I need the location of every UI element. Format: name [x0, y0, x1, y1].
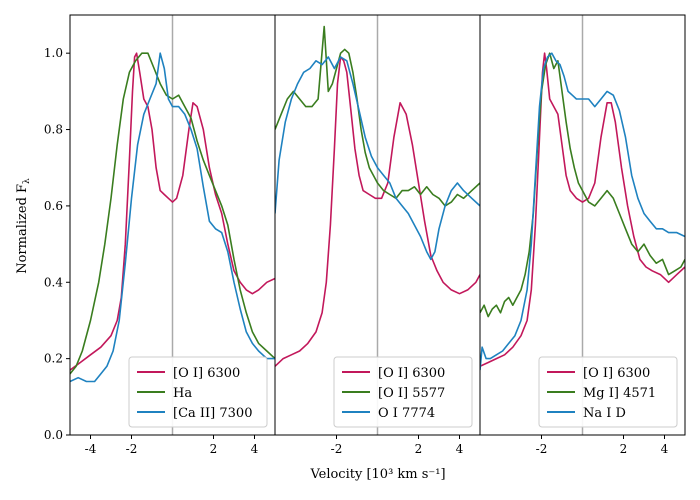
x-tick-label: 2	[210, 442, 218, 456]
series-line-1-0	[275, 56, 480, 367]
y-tick-label: 0.6	[44, 199, 63, 213]
legend-entry: [O I] 6300	[173, 366, 240, 381]
y-tick-label: 0.2	[44, 352, 63, 366]
series-line-2-2	[480, 52, 685, 371]
legend-box	[333, 356, 473, 428]
series-group	[70, 52, 275, 383]
series-line-0-2	[70, 52, 275, 383]
series-group	[480, 52, 685, 371]
y-axis-label-subscript: λ	[22, 178, 32, 184]
x-axis-label: Velocity [10³ km s⁻¹]	[309, 467, 445, 482]
series-group	[275, 25, 480, 367]
series-line-2-1	[480, 52, 685, 318]
legend-entry: [O I] 5577	[378, 386, 445, 401]
legend-entry: O I 7774	[378, 406, 435, 421]
y-axis-label-main: Normalized F	[15, 184, 30, 274]
y-tick-label: 0.8	[44, 123, 63, 137]
panel-left: -4 -2 2 4 0.0 0.2 0.4 0.6 0.8 1.0 [O I] 6300 Ha [Ca …	[44, 14, 276, 456]
panel-middle: -2 2 4 [O I] 6300 [O I] 5577 O I 7774	[274, 14, 481, 456]
series-line-0-1	[70, 52, 275, 375]
series-line-1-1	[275, 25, 480, 207]
legend-entry: [Ca II] 7300	[173, 406, 252, 421]
x-tick-label: 4	[251, 442, 259, 456]
y-axis-label: Normalized Fλ	[15, 178, 32, 274]
x-tick-label: -2	[536, 442, 548, 456]
x-tick-label: 2	[415, 442, 423, 456]
legend-entry: Ha	[173, 386, 192, 401]
legend: [O I] 6300 Mg I] 4571 Na I D	[538, 356, 678, 428]
legend-entry: [O I] 6300	[378, 366, 445, 381]
legend: [O I] 6300 Ha [Ca II] 7300	[128, 356, 268, 428]
panel-right: -2 2 4 [O I] 6300 Mg I] 4571 Na I D	[479, 14, 686, 456]
x-tick-label: -4	[85, 442, 97, 456]
legend-box	[538, 356, 678, 428]
legend: [O I] 6300 [O I] 5577 O I 7774	[333, 356, 473, 428]
axes-frame	[479, 14, 686, 436]
legend-entry: Mg I] 4571	[583, 386, 656, 401]
x-tick-label: -2	[126, 442, 138, 456]
series-line-1-2	[275, 56, 480, 261]
panels: -4 -2 2 4 0.0 0.2 0.4 0.6 0.8 1.0 [O I] 6300 Ha [Ca …	[44, 14, 686, 456]
y-tick-label: 1.0	[44, 46, 63, 60]
x-tick-label: 2	[620, 442, 628, 456]
x-tick-label: -2	[331, 442, 343, 456]
x-tick-label: 4	[456, 442, 464, 456]
y-tick-label: 0.0	[44, 428, 63, 442]
y-tick-label: 0.4	[44, 275, 63, 289]
series-line-2-0	[480, 52, 685, 368]
legend-box	[128, 356, 268, 428]
x-tick-label: 4	[661, 442, 669, 456]
legend-entry: [O I] 6300	[583, 366, 650, 381]
legend-entry: Na I D	[583, 406, 626, 421]
